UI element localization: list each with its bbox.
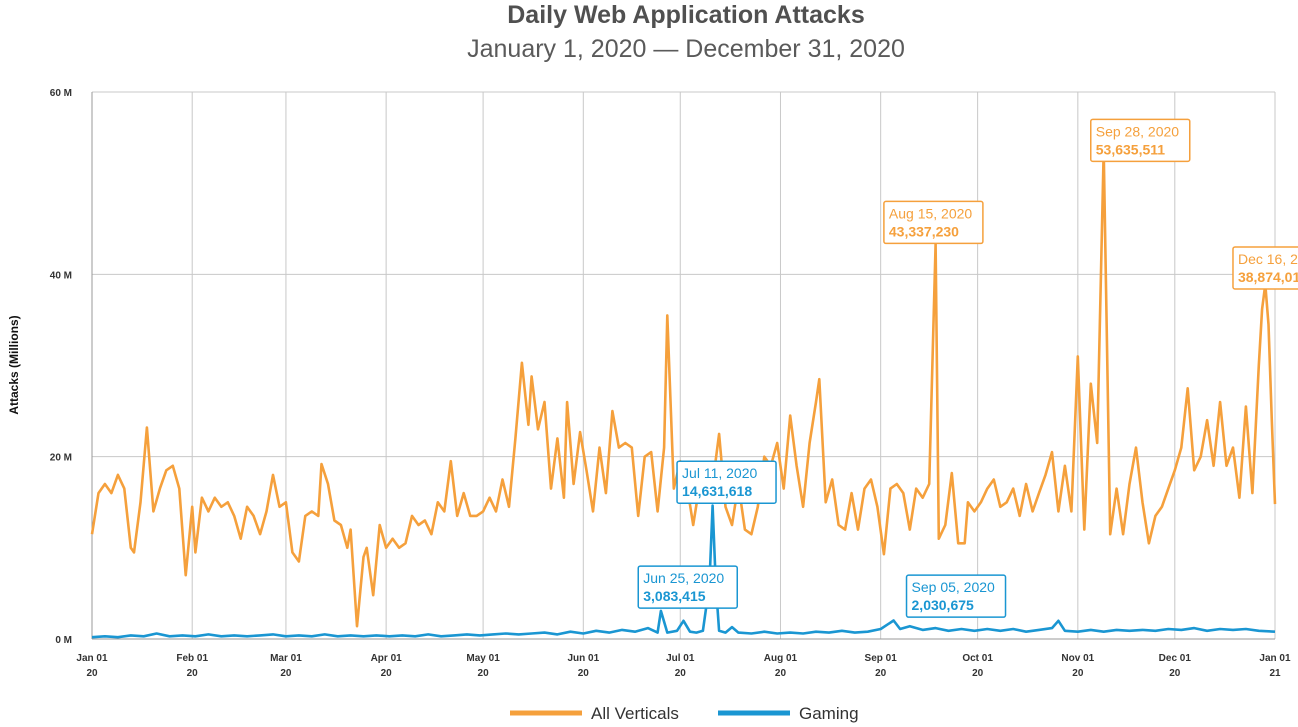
x-tick-label: Nov 01 — [1061, 653, 1094, 664]
series-layer — [90, 149, 1277, 639]
x-tick-year-label: 20 — [578, 668, 590, 679]
callout: Dec 16, 2020 38,874,013 — [1232, 246, 1298, 290]
y-tick-label: 60 M — [50, 88, 72, 99]
x-tick-year-label: 20 — [875, 668, 887, 679]
x-tick-year-label: 20 — [1072, 668, 1084, 679]
callout-date: Aug 15, 2020 — [889, 205, 973, 221]
chart-title: Daily Web Application Attacks — [507, 1, 864, 29]
callout-date: Jul 11, 2020 — [682, 465, 757, 481]
series-line-gaming — [91, 504, 1276, 639]
chart-subtitle: January 1, 2020 — December 31, 2020 — [467, 35, 905, 63]
y-tick-label: 40 M — [50, 270, 72, 281]
callout-box — [883, 200, 984, 245]
x-tick-year-label: 20 — [972, 668, 984, 679]
x-tick-label: Oct 01 — [962, 653, 993, 664]
legend-item: Gaming — [718, 704, 859, 723]
legend-label: Gaming — [799, 704, 859, 723]
callout-date: Dec 16, 2020 — [1238, 251, 1298, 267]
x-tick-label: May 01 — [466, 653, 500, 664]
y-axis-label: Attacks (Millions) — [7, 315, 21, 414]
x-tick-year-label: 20 — [280, 668, 292, 679]
x-tick-label: Dec 01 — [1159, 653, 1192, 664]
callout-date: Sep 05, 2020 — [912, 579, 996, 595]
callout-value: 3,083,415 — [643, 588, 705, 604]
x-tick-label: Mar 01 — [270, 653, 302, 664]
x-tick-year-label: 20 — [775, 668, 787, 679]
x-axis-ticks: Jan 01 20 Feb 01 20 Mar 01 20 Apr 01 20 May 01 20… — [76, 653, 1291, 679]
x-tick-year-label: 20 — [1169, 668, 1181, 679]
callout-box — [905, 574, 1007, 618]
callout-box — [1090, 118, 1191, 163]
callout-value: 2,030,675 — [912, 597, 974, 613]
x-tick-year-label: 20 — [478, 668, 490, 679]
callout-box — [637, 565, 738, 609]
callout: Jul 11, 2020 14,631,618 — [676, 460, 777, 504]
callout: Aug 15, 2020 43,337,230 — [883, 200, 984, 245]
callout-box — [1232, 246, 1298, 290]
callout-value: 14,631,618 — [682, 483, 752, 499]
callout-box — [676, 460, 777, 504]
x-tick-year-label: 21 — [1269, 668, 1281, 679]
y-tick-label: 0 M — [55, 635, 72, 646]
callout: Sep 05, 2020 2,030,675 — [905, 574, 1007, 618]
grid — [91, 91, 1276, 640]
x-tick-year-label: 20 — [86, 668, 98, 679]
x-tick-label: Jun 01 — [567, 653, 599, 664]
callout-date: Jun 25, 2020 — [643, 570, 724, 586]
legend-label: All Verticals — [591, 704, 679, 723]
x-tick-year-label: 20 — [187, 668, 199, 679]
series-line-all-verticals — [90, 149, 1277, 628]
callout: Sep 28, 2020 53,635,511 — [1090, 118, 1191, 163]
legend-item: All Verticals — [510, 704, 679, 723]
callout-value: 53,635,511 — [1096, 141, 1166, 157]
y-axis-ticks: 0 M 20 M 40 M 60 M — [50, 88, 72, 646]
annotations: Sep 28, 2020 53,635,511 Aug 15, 2020 43,337… — [637, 118, 1298, 618]
callout-value: 43,337,230 — [889, 223, 959, 239]
x-tick-label: Apr 01 — [371, 653, 403, 664]
callout: Jun 25, 2020 3,083,415 — [637, 565, 738, 609]
y-tick-label: 20 M — [50, 453, 72, 464]
x-tick-label: Aug 01 — [764, 653, 798, 664]
callout-date: Sep 28, 2020 — [1096, 123, 1180, 139]
legend: All Verticals Gaming — [510, 704, 859, 723]
x-tick-year-label: 20 — [381, 668, 393, 679]
x-tick-label: Jan 01 — [1259, 653, 1291, 664]
x-tick-label: Jul 01 — [666, 653, 695, 664]
x-tick-label: Jan 01 — [76, 653, 108, 664]
callout-value: 38,874,013 — [1238, 269, 1298, 285]
x-tick-year-label: 20 — [675, 668, 687, 679]
x-tick-label: Sep 01 — [865, 653, 898, 664]
x-tick-label: Feb 01 — [176, 653, 208, 664]
